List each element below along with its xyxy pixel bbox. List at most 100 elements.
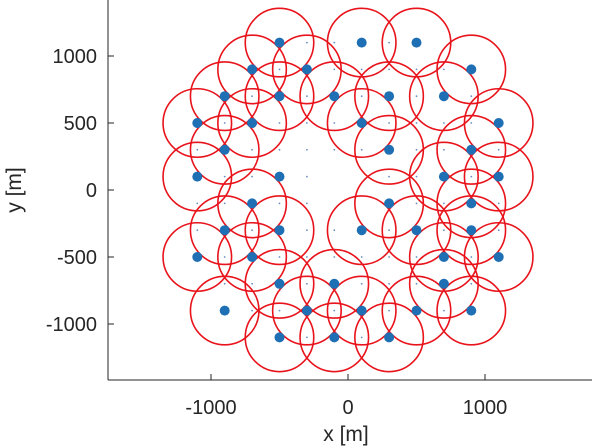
grid-dot: [251, 148, 254, 151]
grid-dot: [306, 122, 308, 124]
coverage-circle-layer: [162, 7, 534, 373]
data-point: [384, 91, 395, 102]
data-point: [219, 225, 230, 236]
grid-dot: [333, 229, 336, 232]
data-point: [274, 278, 285, 289]
grid-dot: [278, 202, 281, 205]
coverage-circle: [326, 87, 397, 159]
coverage-circle: [271, 34, 342, 105]
data-point: [466, 144, 477, 155]
grid-dot: [333, 148, 336, 151]
grid-dot: [388, 122, 390, 124]
grid-dot: [415, 175, 418, 178]
data-point: [384, 332, 395, 343]
data-point: [466, 305, 477, 316]
data-point: [411, 37, 422, 48]
grid-dot: [360, 68, 363, 71]
grid-dot: [415, 282, 418, 285]
grid-dot: [360, 148, 363, 151]
coverage-circle: [189, 61, 260, 132]
axes: [107, 0, 592, 381]
coverage-circle: [217, 34, 288, 105]
grid-dot: [470, 122, 473, 124]
grid-dot: [388, 41, 390, 44]
coverage-circle: [244, 302, 315, 373]
coverage-circle: [217, 87, 288, 159]
grid-dot: [443, 229, 445, 232]
grid-dot: [415, 148, 418, 151]
grid-dot: [470, 95, 473, 98]
data-point: [411, 305, 422, 316]
data-point: [274, 91, 285, 102]
grid-dot: [306, 175, 308, 178]
grid-dot: [251, 229, 254, 232]
data-point: [493, 171, 504, 182]
grid-dot: [251, 309, 254, 312]
grid-dot: [223, 122, 226, 124]
grid-dot: [388, 256, 390, 258]
data-point: [301, 64, 312, 75]
grid-dot: [278, 256, 281, 258]
grid-dot: [278, 122, 281, 124]
grid-dot: [196, 148, 199, 151]
data-point: [466, 198, 477, 209]
coverage-circle: [354, 302, 425, 373]
grid-dot: [497, 202, 500, 205]
grid-dot: [360, 256, 363, 258]
grid-dot: [360, 282, 363, 285]
data-point: [356, 37, 367, 48]
grid-dot: [306, 202, 308, 205]
grid-dot: [415, 256, 418, 258]
grid-dot: [278, 68, 281, 71]
grid-dot: [470, 256, 473, 258]
data-point: [356, 305, 367, 316]
data-point: [219, 91, 230, 102]
grid-dot: [497, 229, 500, 232]
y-axis-label: y [m]: [3, 167, 26, 213]
data-point: [219, 144, 230, 155]
x-tick-label: -1000: [185, 397, 236, 419]
coverage-circle: [217, 168, 288, 239]
grid-dot: [443, 202, 445, 205]
tick-labels: -1000 0 1000 -1000 -500 0 500 1000: [46, 46, 507, 419]
coverage-circle: [271, 275, 342, 346]
data-point: [329, 332, 340, 343]
data-point: [219, 305, 230, 316]
grid-dot: [306, 95, 308, 98]
grid-dot: [306, 41, 308, 44]
data-point: [411, 225, 422, 236]
grid-dot: [278, 309, 281, 312]
grid-dot: [388, 309, 390, 312]
x-tick-label: 0: [342, 397, 353, 419]
grid-dot: [470, 282, 473, 285]
y-tick-label: -1000: [46, 314, 97, 336]
grid-dot: [196, 229, 199, 232]
grid-dot: [415, 95, 418, 98]
grid-dot: [306, 336, 308, 339]
data-point: [274, 37, 285, 48]
coverage-circle: [463, 87, 534, 159]
data-point: [301, 305, 312, 316]
data-point: [466, 64, 477, 75]
grid-dot: [333, 41, 336, 44]
grid-dot: [333, 122, 336, 124]
data-point: [192, 118, 203, 128]
grid-dot: [223, 256, 226, 258]
coverage-circle: [381, 275, 452, 346]
data-point: [247, 64, 258, 75]
grid-dot: [333, 256, 336, 258]
data-point: [247, 252, 258, 262]
data-point: [438, 278, 449, 289]
grid-dot: [415, 68, 418, 71]
grid-dot: [360, 95, 363, 98]
grid-dot: [196, 202, 199, 205]
grid-dot: [278, 148, 281, 151]
grid-dot: [306, 229, 308, 232]
grid-dot: [223, 202, 226, 205]
data-point: [192, 171, 203, 182]
coverage-circle: [244, 7, 315, 78]
grid-dot: [388, 282, 390, 285]
data-point: [247, 198, 258, 209]
grid-dot: [306, 148, 308, 151]
